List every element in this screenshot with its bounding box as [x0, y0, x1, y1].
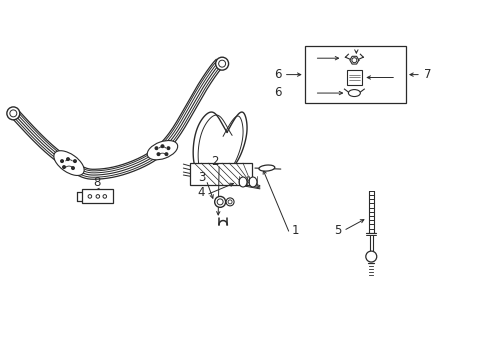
Text: 6: 6: [274, 86, 281, 99]
Bar: [190, 163, 251, 185]
Circle shape: [62, 166, 65, 168]
Ellipse shape: [259, 165, 274, 171]
Text: 1: 1: [291, 224, 299, 237]
Ellipse shape: [248, 177, 256, 187]
Text: 3: 3: [198, 171, 205, 184]
Circle shape: [157, 153, 160, 156]
Text: 8: 8: [93, 176, 101, 189]
Circle shape: [225, 198, 234, 206]
Circle shape: [72, 167, 74, 169]
Ellipse shape: [347, 90, 360, 96]
Circle shape: [155, 147, 158, 149]
Text: 4: 4: [197, 186, 205, 199]
Bar: [304, 46, 405, 103]
Circle shape: [215, 57, 228, 70]
Text: 7: 7: [423, 68, 430, 81]
Text: 2: 2: [210, 154, 218, 168]
Circle shape: [161, 145, 163, 148]
Circle shape: [74, 160, 76, 162]
Text: 5: 5: [333, 224, 341, 237]
Circle shape: [165, 153, 167, 156]
Ellipse shape: [147, 140, 177, 160]
FancyBboxPatch shape: [346, 70, 361, 85]
FancyBboxPatch shape: [82, 189, 113, 203]
Circle shape: [61, 160, 63, 162]
Circle shape: [66, 158, 69, 161]
Ellipse shape: [239, 177, 246, 187]
Circle shape: [167, 147, 169, 149]
Text: 6: 6: [274, 68, 281, 81]
Circle shape: [365, 251, 376, 262]
Ellipse shape: [54, 151, 84, 175]
Circle shape: [7, 107, 20, 120]
Circle shape: [214, 197, 225, 207]
